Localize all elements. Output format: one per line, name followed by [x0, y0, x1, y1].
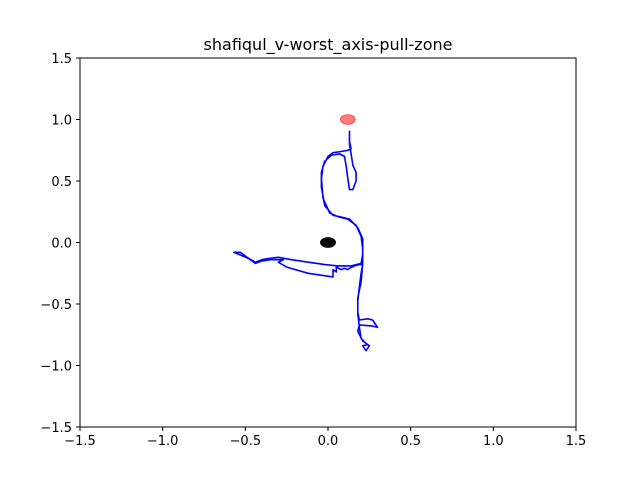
y-tick-label: 1.5 — [51, 52, 72, 67]
x-tick-label: −1.0 — [147, 434, 179, 449]
x-tick-label: 1.0 — [483, 434, 504, 449]
x-tick-label: −1.5 — [64, 434, 96, 449]
x-tick-label: 0.0 — [318, 434, 339, 449]
target-marker — [339, 114, 356, 125]
y-tick-label: −1.5 — [40, 421, 72, 436]
plot-area: −1.5 −1.0 −0.5 0.0 0.5 1.0 1.5 −1.5 −1.0 −0.5 0.0 0… — [40, 52, 586, 449]
y-tick-label: 0.5 — [51, 175, 72, 190]
x-tick-label: −0.5 — [230, 434, 262, 449]
origin-marker — [320, 237, 336, 248]
x-tick-label: 0.5 — [400, 434, 421, 449]
chart-title: shafiqul_v-worst_axis-pull-zone — [204, 35, 453, 55]
y-tick-label: −0.5 — [40, 298, 72, 313]
x-tick-label: 1.5 — [566, 434, 587, 449]
y-tick-label: 0.0 — [51, 237, 72, 252]
y-tick-label: 1.0 — [51, 114, 72, 129]
trajectory-line-0 — [233, 130, 379, 352]
y-tick-label: −1.0 — [40, 360, 72, 375]
